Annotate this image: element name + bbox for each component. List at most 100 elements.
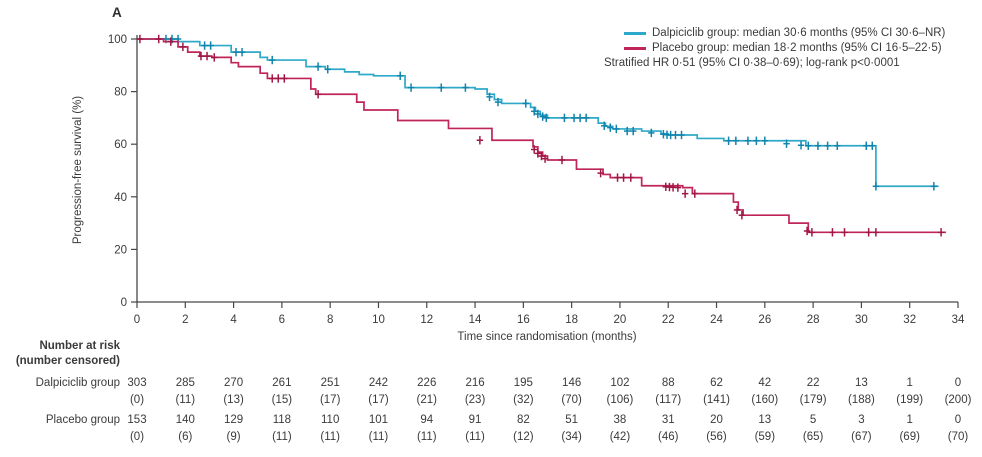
at-risk-count: 216 (465, 377, 485, 389)
at-risk-count: 1 (906, 414, 913, 426)
at-risk-count: 270 (223, 377, 244, 389)
at-risk-count: 3 (858, 414, 865, 426)
at-risk-count: 5 (809, 414, 817, 426)
at-risk-censored: (59) (754, 431, 776, 443)
at-risk-count: 51 (565, 414, 579, 426)
at-risk-censored: (179) (799, 394, 827, 406)
x-tick-label: 14 (469, 314, 482, 326)
at-risk-censored: (11) (368, 431, 389, 443)
x-tick-label: 4 (230, 314, 237, 326)
at-risk-censored: (42) (609, 431, 631, 443)
at-risk-censored: (12) (513, 431, 534, 443)
at-risk-censored: (17) (319, 394, 341, 406)
at-risk-count: 22 (806, 377, 820, 389)
at-risk-censored: (160) (751, 394, 779, 406)
at-risk-count: 0 (954, 414, 962, 426)
at-risk-censored: (21) (416, 394, 437, 406)
y-tick-label: 60 (114, 139, 127, 151)
at-risk-censored: (67) (851, 431, 872, 443)
x-tick-label: 34 (952, 314, 965, 326)
at-risk-count: 1 (906, 377, 913, 389)
at-risk-count: 153 (127, 414, 147, 426)
at-risk-count: 129 (223, 414, 244, 426)
x-tick-label: 0 (134, 314, 140, 326)
at-risk-censored: (32) (513, 394, 534, 406)
at-risk-censored: (11) (416, 431, 437, 443)
at-risk-count: 303 (127, 377, 147, 389)
x-tick-label: 32 (903, 314, 916, 326)
at-risk-count: 242 (368, 377, 389, 389)
at-risk-count: 13 (758, 414, 772, 426)
at-risk-count: 226 (417, 377, 437, 389)
at-risk-count: 91 (468, 414, 482, 426)
at-risk-censored: (70) (561, 394, 582, 406)
at-risk-censored: (11) (175, 394, 196, 406)
at-risk-censored: (188) (847, 394, 875, 406)
at-risk-count: 146 (562, 377, 582, 389)
x-tick-label: 26 (758, 314, 771, 326)
at-risk-censored: (11) (272, 431, 292, 443)
at-risk-censored: (70) (947, 431, 969, 443)
at-risk-row-label-dalpiciclib: Dalpiciclib group (35, 377, 120, 389)
at-risk-count: 88 (661, 377, 675, 389)
at-risk-count: 94 (420, 414, 434, 426)
at-risk-censored: (106) (606, 394, 634, 406)
at-risk-count: 0 (954, 377, 962, 389)
legend-row-dalpiciclib: Dalpiciclib group: median 30·6 months (9… (624, 26, 945, 41)
at-risk-censored: (15) (271, 394, 293, 406)
at-risk-censored: (199) (896, 394, 924, 406)
at-risk-count: 38 (613, 414, 627, 426)
km-curve-placebo-group (137, 38, 946, 234)
x-tick-label: 18 (565, 314, 578, 326)
at-risk-censored: (56) (706, 431, 727, 443)
at-risk-censored: (141) (703, 394, 730, 406)
at-risk-censored: (117) (655, 394, 682, 406)
x-tick-label: 20 (614, 314, 627, 326)
x-tick-label: 28 (807, 314, 820, 326)
at-risk-count: 118 (272, 414, 292, 426)
at-risk-count: 31 (661, 414, 675, 426)
at-risk-count: 261 (272, 377, 292, 389)
at-risk-count: 42 (758, 377, 772, 389)
panel-label: A (112, 5, 122, 20)
legend-row-placebo: Placebo group: median 18·2 months (95% C… (624, 41, 945, 56)
legend-label-placebo: Placebo group: median 18·2 months (95% C… (652, 42, 942, 54)
at-risk-count: 13 (855, 377, 868, 389)
x-tick-label: 22 (662, 314, 675, 326)
at-risk-count: 285 (175, 377, 195, 389)
at-risk-censored: (23) (464, 394, 486, 406)
at-risk-censored: (17) (368, 394, 389, 406)
at-risk-row-label-placebo: Placebo group (45, 414, 120, 426)
stratified-hr-note: Stratified HR 0·51 (95% CI 0·38–0·69); l… (604, 57, 900, 69)
at-risk-count: 82 (516, 414, 530, 426)
at-risk-count: 102 (610, 377, 630, 389)
at-risk-censored: (0) (129, 431, 145, 443)
at-risk-censored: (13) (223, 394, 244, 406)
y-tick-label: 0 (121, 297, 127, 309)
at-risk-count: 140 (175, 414, 195, 426)
at-risk-count: 251 (320, 377, 340, 389)
legend: Dalpiciclib group: median 30·6 months (9… (604, 26, 945, 71)
at-risk-censored: (65) (802, 431, 824, 443)
y-tick-label: 40 (114, 192, 127, 204)
at-risk-censored: (6) (178, 431, 193, 443)
at-risk-censored: (0) (129, 394, 145, 406)
x-tick-label: 12 (420, 314, 433, 326)
x-tick-label: 10 (372, 314, 385, 326)
at-risk-censored: (11) (465, 431, 485, 443)
x-axis-title: Time since randomisation (months) (457, 331, 637, 343)
at-risk-count: 101 (368, 414, 389, 426)
at-risk-censored: (46) (658, 431, 679, 443)
at-risk-censored: (200) (944, 394, 972, 406)
at-risk-censored: (69) (899, 431, 920, 443)
x-tick-label: 6 (279, 314, 285, 326)
x-tick-label: 30 (855, 314, 868, 326)
y-tick-label: 80 (114, 87, 127, 99)
km-curve-dalpiciclib-group (137, 38, 939, 188)
at-risk-censored: (34) (561, 431, 582, 443)
at-risk-count: 62 (710, 377, 723, 389)
at-risk-count: 20 (710, 414, 723, 426)
